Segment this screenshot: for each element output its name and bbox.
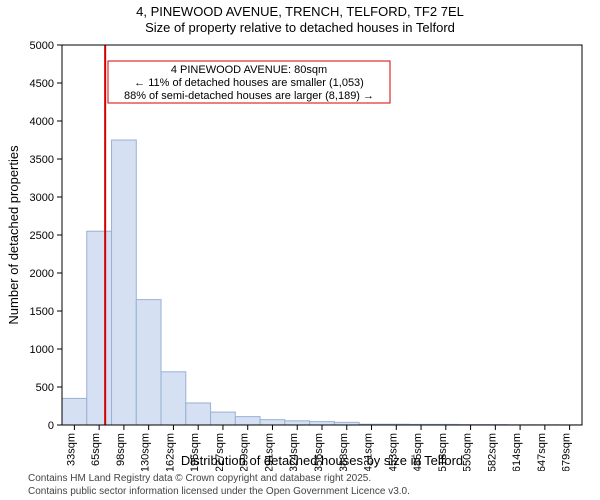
svg-text:← 11% of detached houses are s: ← 11% of detached houses are smaller (1,… [134,77,364,89]
svg-text:65sqm: 65sqm [90,433,102,466]
svg-text:98sqm: 98sqm [115,433,127,466]
footer-line-1: Contains HM Land Registry data © Crown c… [28,473,600,486]
svg-text:3000: 3000 [30,192,54,204]
svg-text:1500: 1500 [30,306,54,318]
title-line-2: Size of property relative to detached ho… [0,20,600,36]
svg-text:130sqm: 130sqm [140,433,152,471]
svg-text:679sqm: 679sqm [561,433,573,471]
chart-container: 4, PINEWOOD AVENUE, TRENCH, TELFORD, TF2… [0,0,600,500]
svg-text:2500: 2500 [30,230,54,242]
svg-text:500: 500 [36,382,54,394]
title-line-1: 4, PINEWOOD AVENUE, TRENCH, TELFORD, TF2… [0,0,600,20]
svg-text:2000: 2000 [30,268,54,280]
svg-text:550sqm: 550sqm [462,433,474,471]
svg-text:647sqm: 647sqm [536,433,548,471]
svg-text:4 PINEWOOD AVENUE: 80sqm: 4 PINEWOOD AVENUE: 80sqm [171,64,327,76]
svg-text:614sqm: 614sqm [511,433,523,471]
svg-text:4000: 4000 [30,116,54,128]
svg-text:1000: 1000 [30,344,54,356]
footer: Contains HM Land Registry data © Crown c… [0,471,600,498]
svg-text:5000: 5000 [30,40,54,52]
svg-text:33sqm: 33sqm [65,433,77,466]
svg-text:4500: 4500 [30,78,54,90]
svg-text:Distribution of detached house: Distribution of detached houses by size … [181,453,463,468]
footer-line-2: Contains public sector information licen… [28,486,600,499]
svg-text:582sqm: 582sqm [486,433,498,471]
chart-area: 0 500 1000 1500 2000 2500 3000 3500 4000 4500 5000… [0,39,600,471]
histogram-svg: 0 500 1000 1500 2000 2500 3000 3500 4000 4500 5000… [0,39,600,471]
svg-text:88% of semi-detached houses ar: 88% of semi-detached houses are larger (… [124,90,374,102]
svg-text:162sqm: 162sqm [164,433,176,471]
svg-text:0: 0 [48,420,54,432]
svg-text:Number of detached properties: Number of detached properties [6,145,21,325]
svg-text:3500: 3500 [30,154,54,166]
